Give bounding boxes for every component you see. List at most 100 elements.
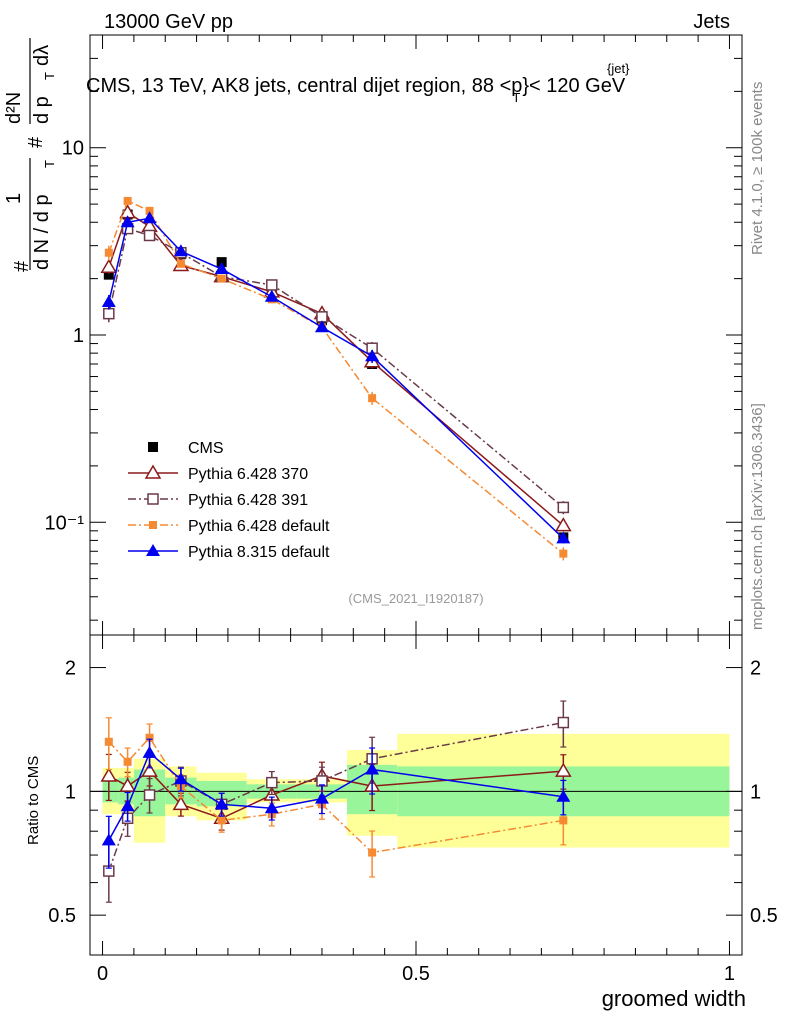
ratio-point-py8_default	[101, 833, 116, 846]
ratio-point-py6_370	[100, 767, 118, 782]
data-point-py6_370	[100, 258, 118, 274]
y-title-t-sub-2: T	[42, 72, 57, 80]
main-panel: 10⁻¹ 1 10	[45, 34, 743, 636]
ratio-point-py6_370	[555, 762, 572, 777]
data-point-py6_default	[559, 549, 568, 558]
data-point-py6_391	[143, 229, 156, 242]
ratio-point-py8_default	[556, 789, 571, 802]
main-y-tick-label: 10⁻¹	[45, 512, 85, 534]
ratio-y-tick-label-right: 1	[750, 781, 761, 803]
data-point-py6_default	[217, 274, 226, 283]
y-title-hash-1: #	[11, 260, 33, 272]
data-point-py8_default	[142, 211, 157, 224]
mcplots-label: mcplots.cern.ch [arXiv:1306.3436]	[749, 403, 766, 630]
ratio-point-py6_default	[145, 733, 154, 742]
ratio-y-axis-label: Ratio to CMS	[25, 756, 42, 845]
analysis-id-label: (CMS_2021_I1920187)	[348, 591, 483, 606]
plot-title-main: CMS, 13 TeV, AK8 jets, central dijet reg…	[86, 75, 522, 97]
ratio-point-py8_default	[264, 801, 279, 814]
data-point-py6_default	[104, 248, 113, 257]
data-point-py8_default	[314, 320, 329, 333]
ratio-point-py8_default	[173, 772, 188, 785]
ratio-point-py6_370	[119, 777, 136, 792]
ratio-point-py8_default	[314, 791, 329, 804]
ratio-y-tick-label-right: 0.5	[750, 905, 778, 927]
data-point-py6_370	[555, 517, 572, 532]
y-title-dn-dpt: d N / d p	[31, 194, 53, 270]
y-title-d2n: d²N	[3, 92, 25, 124]
legend-marker-py8_default	[146, 544, 160, 556]
ratio-point-py8_default	[142, 745, 157, 758]
plot-title-tail: }< 120 GeV	[522, 75, 626, 97]
y-title-dlambda: dλ	[31, 45, 53, 66]
series-line-py6_default	[108, 199, 564, 555]
ratio-line-py6_default	[108, 736, 564, 854]
main-y-tick-label: 1	[73, 325, 84, 347]
ratio-point-py8_default	[214, 797, 229, 810]
ratio-point-py6_default	[123, 757, 132, 766]
y-title-t-sub-1: T	[42, 160, 57, 168]
ratio-point-py8_default	[120, 799, 135, 812]
x-tick-label: 0	[97, 963, 108, 985]
legend-marker-py6_370	[144, 464, 162, 479]
main-y-tick-label: 10	[62, 138, 84, 160]
ratio-point-py6_391	[143, 789, 156, 801]
ratio-y-tick-label-right: 2	[750, 658, 761, 680]
rivet-version-label: Rivet 4.1.0, ≥ 100k events	[749, 82, 766, 255]
data-point-py8_default	[173, 244, 188, 257]
data-point-py6_default	[145, 206, 154, 215]
ratio-point-py6_default	[217, 816, 226, 825]
plot-title-sup: {jet}	[607, 61, 630, 76]
legend-label-py6_391: Pythia 6.428 391	[188, 492, 308, 509]
data-point-py6_391	[266, 279, 278, 291]
plot-title: CMS, 13 TeV, AK8 jets, central dijet reg…	[86, 75, 626, 105]
jets-label: Jets	[693, 11, 730, 33]
data-point-py8_default	[120, 215, 135, 228]
legend-label-py8_default: Pythia 8.315 default	[188, 544, 330, 561]
beam-energy-label: 13000 GeV pp	[104, 11, 233, 33]
legend: CMS Pythia 6.428 370 Pythia 6.428 391 Pythi…	[128, 440, 330, 561]
ratio-point-py6_391	[557, 716, 570, 729]
plot-title-sub: T	[512, 90, 520, 105]
legend-label-cms: CMS	[188, 440, 224, 457]
ratio-point-py6_default	[368, 848, 377, 857]
data-point-py8_default	[365, 349, 380, 362]
x-axis-label: groomed width	[602, 986, 746, 1011]
y-axis-title: # 1 d N / d p T # d²N d p T dλ	[3, 38, 57, 272]
data-point-py8_default	[214, 262, 229, 275]
ratio-y-tick-label: 1	[65, 781, 76, 803]
data-point-py6_391	[103, 307, 115, 320]
data-point-py6_default	[176, 259, 185, 268]
ratio-point-py8_default	[365, 762, 380, 775]
ratio-panel: 0.5 0.5 1 1 2 2	[48, 35, 778, 956]
data-point-cms	[103, 269, 114, 280]
data-point-py6_default	[123, 196, 132, 205]
ratio-y-tick-label: 0.5	[48, 905, 76, 927]
ratio-band-inner	[102, 779, 119, 803]
data-point-py8_default	[556, 531, 571, 544]
x-tick-label: 0.5	[402, 963, 430, 985]
legend-label-py6_370: Pythia 6.428 370	[188, 466, 308, 483]
x-tick-label: 1	[724, 963, 735, 985]
y-title-dpt: d p	[31, 96, 53, 124]
ratio-point-py6_391	[266, 776, 278, 789]
ratio-point-py6_370	[141, 762, 158, 777]
legend-marker-py6_391	[147, 493, 159, 505]
data-point-py8_default	[264, 289, 279, 302]
data-point-py6_default	[368, 394, 377, 403]
legend-marker-py6_default	[149, 521, 157, 529]
x-axis-tick-labels: 0 0.5 1	[97, 963, 735, 985]
ratio-point-py6_370	[172, 795, 190, 811]
ratio-point-py6_default	[559, 816, 568, 825]
series-line-py6_370	[108, 211, 564, 527]
y-title-hash-2: #	[25, 136, 47, 148]
y-title-one: 1	[3, 193, 25, 204]
legend-label-py6_default: Pythia 6.428 default	[188, 518, 330, 535]
ratio-line-py6_391	[108, 721, 564, 872]
legend-marker-cms	[148, 442, 158, 452]
ratio-point-py6_default	[104, 737, 113, 746]
data-point-py6_391	[557, 501, 570, 514]
data-point-py8_default	[101, 295, 116, 308]
ratio-y-tick-label: 2	[65, 658, 76, 680]
